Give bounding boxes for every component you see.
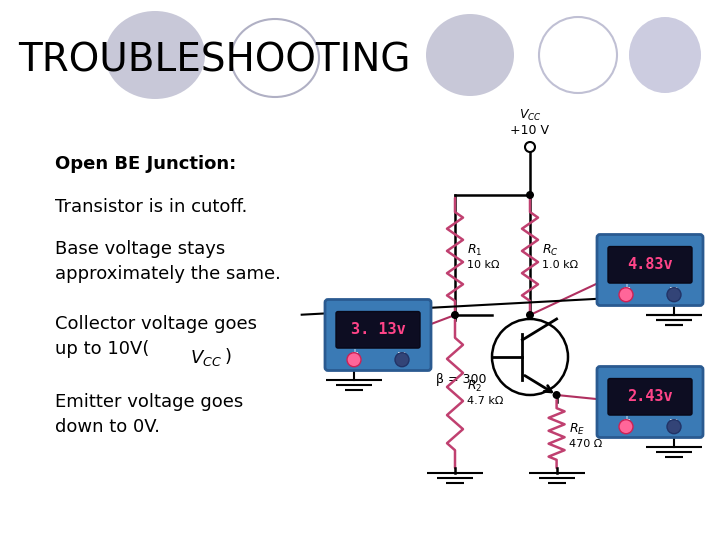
Text: −: − (397, 348, 407, 358)
Ellipse shape (629, 17, 701, 93)
Text: $R_1$: $R_1$ (467, 242, 482, 258)
Text: +: + (622, 283, 630, 293)
Text: +: + (622, 415, 630, 425)
Text: +: + (350, 348, 358, 358)
Ellipse shape (426, 14, 514, 96)
Circle shape (347, 353, 361, 367)
Circle shape (525, 142, 535, 152)
Text: −: − (670, 283, 679, 293)
Text: $R_2$: $R_2$ (467, 379, 482, 394)
Text: 470 Ω: 470 Ω (569, 439, 602, 449)
Text: Base voltage stays
approximately the same.: Base voltage stays approximately the sam… (55, 240, 281, 283)
Text: β = 300: β = 300 (436, 373, 487, 386)
Circle shape (619, 420, 633, 434)
Text: 10 kΩ: 10 kΩ (467, 260, 500, 270)
Text: $V_{CC}$: $V_{CC}$ (518, 108, 541, 123)
Text: 4.7 kΩ: 4.7 kΩ (467, 396, 503, 407)
Text: 4.83v: 4.83v (627, 257, 672, 272)
Circle shape (526, 311, 534, 319)
Circle shape (395, 353, 409, 367)
FancyBboxPatch shape (336, 312, 420, 348)
Text: +10 V: +10 V (510, 124, 549, 137)
Circle shape (492, 319, 568, 395)
Text: 3. 13v: 3. 13v (351, 322, 405, 338)
Circle shape (619, 288, 633, 302)
Ellipse shape (105, 11, 205, 99)
Text: 2.43v: 2.43v (627, 389, 672, 404)
Text: TROUBLESHOOTING: TROUBLESHOOTING (18, 41, 410, 79)
FancyBboxPatch shape (325, 300, 431, 370)
Text: Collector voltage goes
up to 10V(: Collector voltage goes up to 10V( (55, 315, 257, 358)
Text: $R_C$: $R_C$ (542, 242, 559, 258)
Text: 1.0 kΩ: 1.0 kΩ (542, 260, 578, 270)
FancyBboxPatch shape (608, 379, 692, 415)
Text: Open BE Junction:: Open BE Junction: (55, 155, 236, 173)
Circle shape (667, 288, 681, 302)
FancyBboxPatch shape (597, 234, 703, 306)
Circle shape (553, 391, 561, 399)
Text: ): ) (225, 348, 232, 366)
FancyBboxPatch shape (608, 247, 692, 283)
Text: $R_E$: $R_E$ (569, 421, 585, 436)
Text: $V_{CC}$: $V_{CC}$ (190, 348, 222, 368)
Circle shape (667, 420, 681, 434)
Circle shape (526, 191, 534, 199)
Circle shape (451, 311, 459, 319)
Text: Transistor is in cutoff.: Transistor is in cutoff. (55, 198, 248, 216)
Text: −: − (670, 415, 679, 425)
FancyBboxPatch shape (597, 367, 703, 437)
Text: Emitter voltage goes
down to 0V.: Emitter voltage goes down to 0V. (55, 393, 243, 436)
